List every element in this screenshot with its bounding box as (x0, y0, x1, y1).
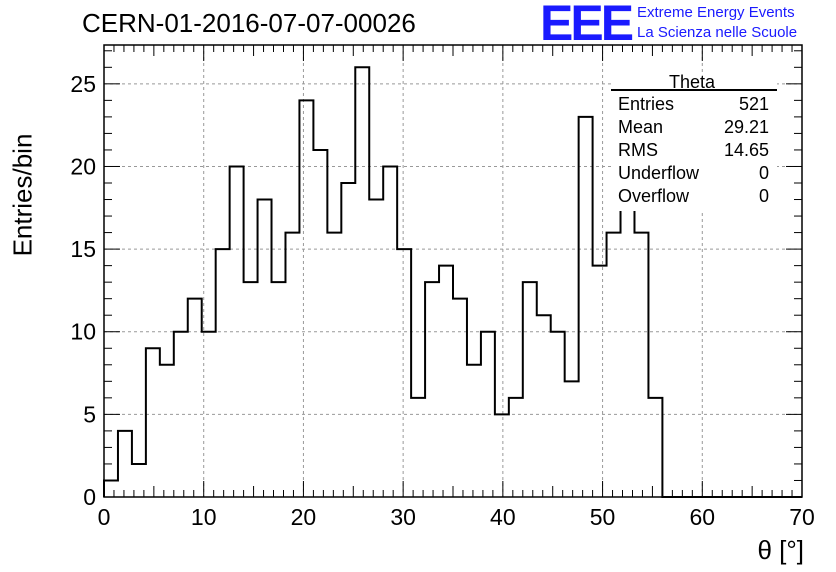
histogram-bin (425, 282, 439, 497)
histogram-bin (216, 249, 230, 497)
histogram-bin (244, 282, 258, 497)
x-tick-label: 10 (191, 504, 217, 530)
histogram-bin (104, 480, 118, 497)
stats-box-title: Theta (669, 72, 716, 92)
histogram-bin (383, 166, 397, 497)
x-tick-label: 20 (291, 504, 317, 530)
histogram-bin (565, 381, 579, 497)
logo-subtitle-line1: Extreme Energy Events (637, 4, 795, 21)
logo-subtitle-line2: La Scienza nelle Scuole (637, 24, 798, 41)
histogram-bin (299, 100, 313, 497)
y-tick-label: 0 (83, 484, 96, 510)
histogram-bin (355, 67, 369, 497)
x-tick-label: 50 (590, 504, 616, 530)
stats-box-value: 0 (759, 186, 769, 206)
histogram-bin (551, 332, 565, 497)
x-axis-title: θ [°] (757, 535, 804, 565)
histogram-bin (593, 266, 607, 497)
x-tick-label: 60 (689, 504, 715, 530)
stats-box-label: Overflow (618, 186, 690, 206)
histogram-bin (648, 398, 662, 497)
histogram-bin (411, 398, 425, 497)
histogram-bin (481, 332, 495, 497)
histogram-bin (369, 200, 383, 497)
stats-box-value: 0 (759, 163, 769, 183)
stats-box-label: Mean (618, 117, 663, 137)
histogram-bin (313, 150, 327, 497)
eee-logo: EEE (540, 0, 634, 51)
histogram-bin (579, 117, 593, 497)
stats-box-value: 29.21 (724, 117, 769, 137)
y-tick-label: 15 (70, 236, 96, 262)
histogram-bin (230, 166, 244, 497)
histogram-bin (272, 282, 286, 497)
histogram-bin (537, 315, 551, 497)
y-tick-label: 5 (83, 401, 96, 427)
histogram-bin (523, 282, 537, 497)
histogram-bin (397, 249, 411, 497)
stats-box-background (611, 75, 777, 211)
chart-title: CERN-01-2016-07-07-00026 (82, 8, 416, 38)
y-tick-label: 10 (70, 319, 96, 345)
histogram-bin (509, 398, 523, 497)
histogram-bin (202, 332, 216, 497)
histogram-bin (495, 414, 509, 497)
histogram-bin (341, 183, 355, 497)
histogram-bin (327, 233, 341, 497)
stats-box-label: Entries (618, 94, 674, 114)
histogram-bin (258, 200, 272, 497)
stats-box-label: RMS (618, 140, 658, 160)
y-tick-label: 25 (70, 71, 96, 97)
histogram-bin (285, 233, 299, 497)
stats-box-value: 521 (739, 94, 769, 114)
histogram-bin (607, 233, 621, 497)
histogram-bin (146, 348, 160, 497)
histogram-bin (118, 431, 132, 497)
histogram-bin (634, 233, 648, 497)
histogram-bin (188, 299, 202, 497)
x-tick-label: 70 (789, 504, 815, 530)
histogram-bin (453, 299, 467, 497)
x-tick-label: 40 (490, 504, 516, 530)
stats-box-label: Underflow (618, 163, 700, 183)
y-tick-label: 20 (70, 153, 96, 179)
histogram-bin (467, 365, 481, 497)
x-tick-label: 30 (390, 504, 416, 530)
histogram-bin (174, 332, 188, 497)
histogram-bin (439, 266, 453, 497)
x-tick-label: 0 (98, 504, 111, 530)
stats-box-value: 14.65 (724, 140, 769, 160)
histogram-bin (160, 365, 174, 497)
